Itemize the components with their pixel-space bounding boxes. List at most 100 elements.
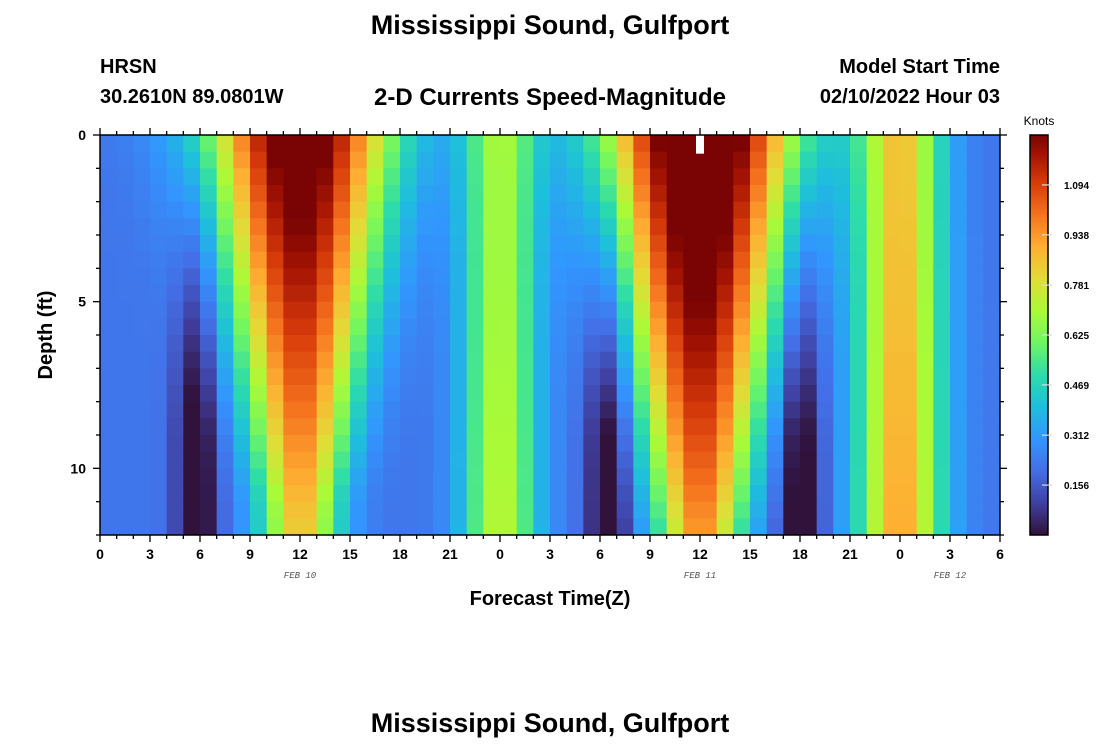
heatmap-cell (283, 401, 301, 419)
heatmap-cell (216, 468, 234, 486)
heatmap-cell (100, 368, 118, 386)
heatmap-cell (150, 285, 168, 303)
heatmap-cell (950, 518, 968, 536)
heatmap-cell (900, 151, 918, 169)
heatmap-cell (700, 168, 718, 186)
heatmap-cell (516, 385, 534, 403)
heatmap-cell (683, 318, 701, 336)
heatmap-cell (166, 185, 184, 203)
heatmap-cell (983, 418, 1001, 436)
heatmap-cell (700, 235, 718, 253)
heatmap-cell (600, 368, 618, 386)
heatmap-cell (866, 468, 884, 486)
heatmap-cell (450, 185, 468, 203)
heatmap-cell (666, 285, 684, 303)
heatmap-cell (950, 368, 968, 386)
heatmap-cell (166, 301, 184, 319)
heatmap-cell (650, 368, 668, 386)
heatmap-cell (516, 368, 534, 386)
heatmap-cell (283, 201, 301, 219)
heatmap-cell (866, 518, 884, 536)
heatmap-cell (950, 501, 968, 519)
heatmap-cell (350, 218, 368, 236)
heatmap-cell (200, 451, 218, 469)
station-coordinates: 30.2610N 89.0801W (100, 86, 284, 108)
heatmap-cell (966, 168, 984, 186)
heatmap-cell (516, 401, 534, 419)
heatmap-cell (283, 285, 301, 303)
heatmap-cell (216, 501, 234, 519)
heatmap-cell (450, 451, 468, 469)
heatmap-cell (366, 135, 384, 153)
heatmap-cell (566, 151, 584, 169)
heatmap-cell (883, 218, 901, 236)
heatmap-cell (533, 518, 551, 536)
chart-title: Mississippi Sound, Gulfport (370, 10, 730, 40)
heatmap-cell (433, 401, 451, 419)
heatmap-cell (683, 201, 701, 219)
heatmap-cell (383, 368, 401, 386)
heatmap-cell (183, 135, 201, 153)
heatmap-cell (216, 418, 234, 436)
heatmap-cell (333, 251, 351, 269)
heatmap-cell (866, 401, 884, 419)
heatmap-cell (666, 318, 684, 336)
heatmap-cell (483, 368, 501, 386)
heatmap-cell (883, 201, 901, 219)
heatmap-cell (366, 335, 384, 353)
heatmap-cell (600, 218, 618, 236)
heatmap-cell (750, 485, 768, 503)
heatmap-cell (316, 201, 334, 219)
heatmap-cell (766, 318, 784, 336)
heatmap-cell (683, 401, 701, 419)
heatmap-cell (633, 335, 651, 353)
heatmap-cell (833, 451, 851, 469)
heatmap-cell (816, 401, 834, 419)
heatmap-cell (900, 335, 918, 353)
heatmap-cell (366, 418, 384, 436)
heatmap-cell (216, 368, 234, 386)
heatmap-cell (200, 485, 218, 503)
heatmap-cell (516, 435, 534, 453)
heatmap-cell (183, 485, 201, 503)
heatmap-cell (666, 251, 684, 269)
heatmap-cell (283, 518, 301, 536)
heatmap-cell (266, 518, 284, 536)
heatmap-cell (166, 135, 184, 153)
heatmap-cell (633, 251, 651, 269)
heatmap-cell (883, 501, 901, 519)
heatmap-cell (916, 401, 934, 419)
heatmap-cell (183, 468, 201, 486)
heatmap-cell (633, 451, 651, 469)
x-tick-label: 18 (392, 546, 408, 562)
heatmap-cell (616, 401, 634, 419)
heatmap-cell (400, 368, 418, 386)
heatmap-cell (966, 285, 984, 303)
heatmap-cell (366, 401, 384, 419)
heatmap-cell (683, 501, 701, 519)
heatmap-cell (183, 201, 201, 219)
heatmap-cell (300, 385, 318, 403)
heatmap-cell (916, 185, 934, 203)
heatmap-cell (350, 135, 368, 153)
heatmap-cell (200, 501, 218, 519)
heatmap-cell (966, 468, 984, 486)
heatmap-cell (116, 268, 134, 286)
heatmap-cell (466, 168, 484, 186)
heatmap-cell (400, 251, 418, 269)
heatmap-cell (583, 335, 601, 353)
heatmap-cell (816, 518, 834, 536)
heatmap-cell (250, 451, 268, 469)
heatmap-cell (266, 335, 284, 353)
heatmap-cell (200, 235, 218, 253)
heatmap-cell (850, 251, 868, 269)
heatmap-cell (733, 301, 751, 319)
heatmap-cell (583, 518, 601, 536)
heatmap-cell (766, 151, 784, 169)
heatmap-cell (800, 168, 818, 186)
heatmap-cell (900, 268, 918, 286)
heatmap-cell (633, 185, 651, 203)
heatmap-cell (600, 201, 618, 219)
heatmap-cell (883, 335, 901, 353)
heatmap-cell (416, 185, 434, 203)
